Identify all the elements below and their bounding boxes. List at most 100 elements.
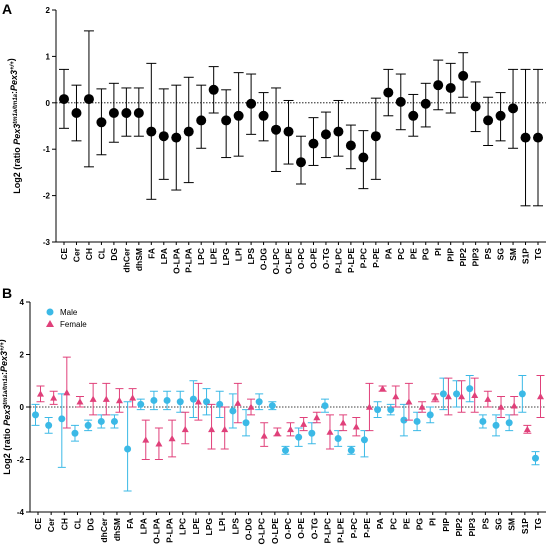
data-point <box>308 117 319 166</box>
x-tick-label: PIP <box>446 248 456 262</box>
data-point <box>383 68 394 117</box>
marker <box>483 115 494 126</box>
marker <box>283 126 294 137</box>
x-tick-label: O-LPA <box>171 248 181 274</box>
marker <box>158 131 169 142</box>
marker <box>296 157 306 168</box>
x-tick-label: SM <box>508 248 518 261</box>
panel-a: A Log2 (ratio Pex3tm1a/tm1a:Pex3+/+) -3-… <box>2 1 546 274</box>
marker <box>71 108 82 119</box>
data-point <box>208 66 219 114</box>
marker <box>497 403 505 410</box>
marker <box>532 454 539 462</box>
male-data-point <box>373 401 382 418</box>
male-data-point <box>426 406 435 424</box>
male-data-point <box>413 411 422 432</box>
x-tick-label: P-LPE <box>346 248 356 273</box>
marker <box>221 115 232 126</box>
female-data-point <box>378 385 387 392</box>
marker <box>418 403 426 410</box>
marker <box>155 440 163 447</box>
y-tick-label: 2 <box>46 6 51 15</box>
marker <box>345 140 356 151</box>
marker <box>518 390 526 398</box>
x-tick-label: O-DG <box>244 518 254 541</box>
marker <box>420 98 431 109</box>
marker <box>431 394 439 401</box>
data-point <box>420 82 431 128</box>
female-data-point <box>470 377 479 413</box>
marker <box>271 124 282 135</box>
marker <box>470 101 481 112</box>
marker <box>458 393 466 400</box>
data-point <box>533 68 543 207</box>
female-data-point <box>312 411 321 424</box>
x-tick-label: P-LPC <box>333 248 343 274</box>
x-tick-label: CL <box>72 518 82 529</box>
female-data-point <box>352 417 361 437</box>
marker <box>196 115 207 126</box>
male-data-point <box>70 424 79 442</box>
x-tick-label: O-PC <box>296 248 306 269</box>
x-tick-label: PG <box>415 518 425 531</box>
male-data-point <box>242 409 251 437</box>
marker <box>163 396 171 404</box>
marker <box>533 132 543 143</box>
data-point <box>508 68 519 149</box>
marker <box>466 385 474 393</box>
data-point <box>246 73 257 135</box>
marker <box>45 421 53 429</box>
y-tick-label: -2 <box>17 456 25 465</box>
x-tick-label: P-LPA <box>184 248 194 273</box>
x-tick-label: FA <box>146 248 156 259</box>
marker <box>433 80 444 91</box>
x-tick-label: S1P <box>520 518 530 534</box>
marker <box>408 110 419 121</box>
data-point <box>96 88 107 156</box>
marker <box>537 393 544 400</box>
marker <box>221 425 229 433</box>
x-tick-label: P-LPE <box>336 518 346 543</box>
legend-item-male: Male <box>46 308 78 317</box>
data-point <box>271 87 282 172</box>
data-point <box>108 82 119 143</box>
female-data-point <box>510 396 519 416</box>
marker <box>76 398 84 405</box>
female-data-point <box>75 396 84 408</box>
marker <box>137 400 145 408</box>
data-point <box>408 93 419 137</box>
data-point <box>433 59 444 111</box>
data-point <box>258 92 269 142</box>
x-tick-label: dhSM <box>112 518 122 541</box>
female-data-point <box>286 422 295 437</box>
x-tick-label: PIP3 <box>467 518 477 537</box>
female-data-point <box>247 398 256 416</box>
marker <box>458 70 469 81</box>
x-tick-label: LPE <box>209 248 219 265</box>
data-point <box>395 73 406 131</box>
x-tick-label: LPA <box>138 518 148 534</box>
female-data-point <box>483 390 492 408</box>
legend-label: Female <box>60 320 87 329</box>
data-point <box>483 96 494 146</box>
marker <box>326 428 334 435</box>
x-tick-label: FA <box>125 518 135 529</box>
x-tick-label: O-LPE <box>270 518 280 544</box>
x-tick-label: PA <box>383 248 393 259</box>
data-point <box>520 68 531 207</box>
marker <box>96 117 107 128</box>
marker <box>63 389 71 396</box>
male-data-point <box>518 375 527 413</box>
female-data-point <box>339 414 348 432</box>
x-tick-label: LPI <box>217 518 227 531</box>
marker <box>479 417 487 425</box>
x-tick-label: LPS <box>230 518 240 535</box>
marker <box>189 395 197 403</box>
panel-b: B Log2 (ratio Pex3tm1a/tm1a:Pex3+/+) -4-… <box>0 285 546 544</box>
x-tick-label: PA <box>375 518 385 529</box>
x-tick-label: dhCer <box>99 517 109 542</box>
marker <box>133 108 144 119</box>
data-point <box>345 124 356 170</box>
female-data-point <box>128 388 137 408</box>
marker <box>308 138 319 149</box>
